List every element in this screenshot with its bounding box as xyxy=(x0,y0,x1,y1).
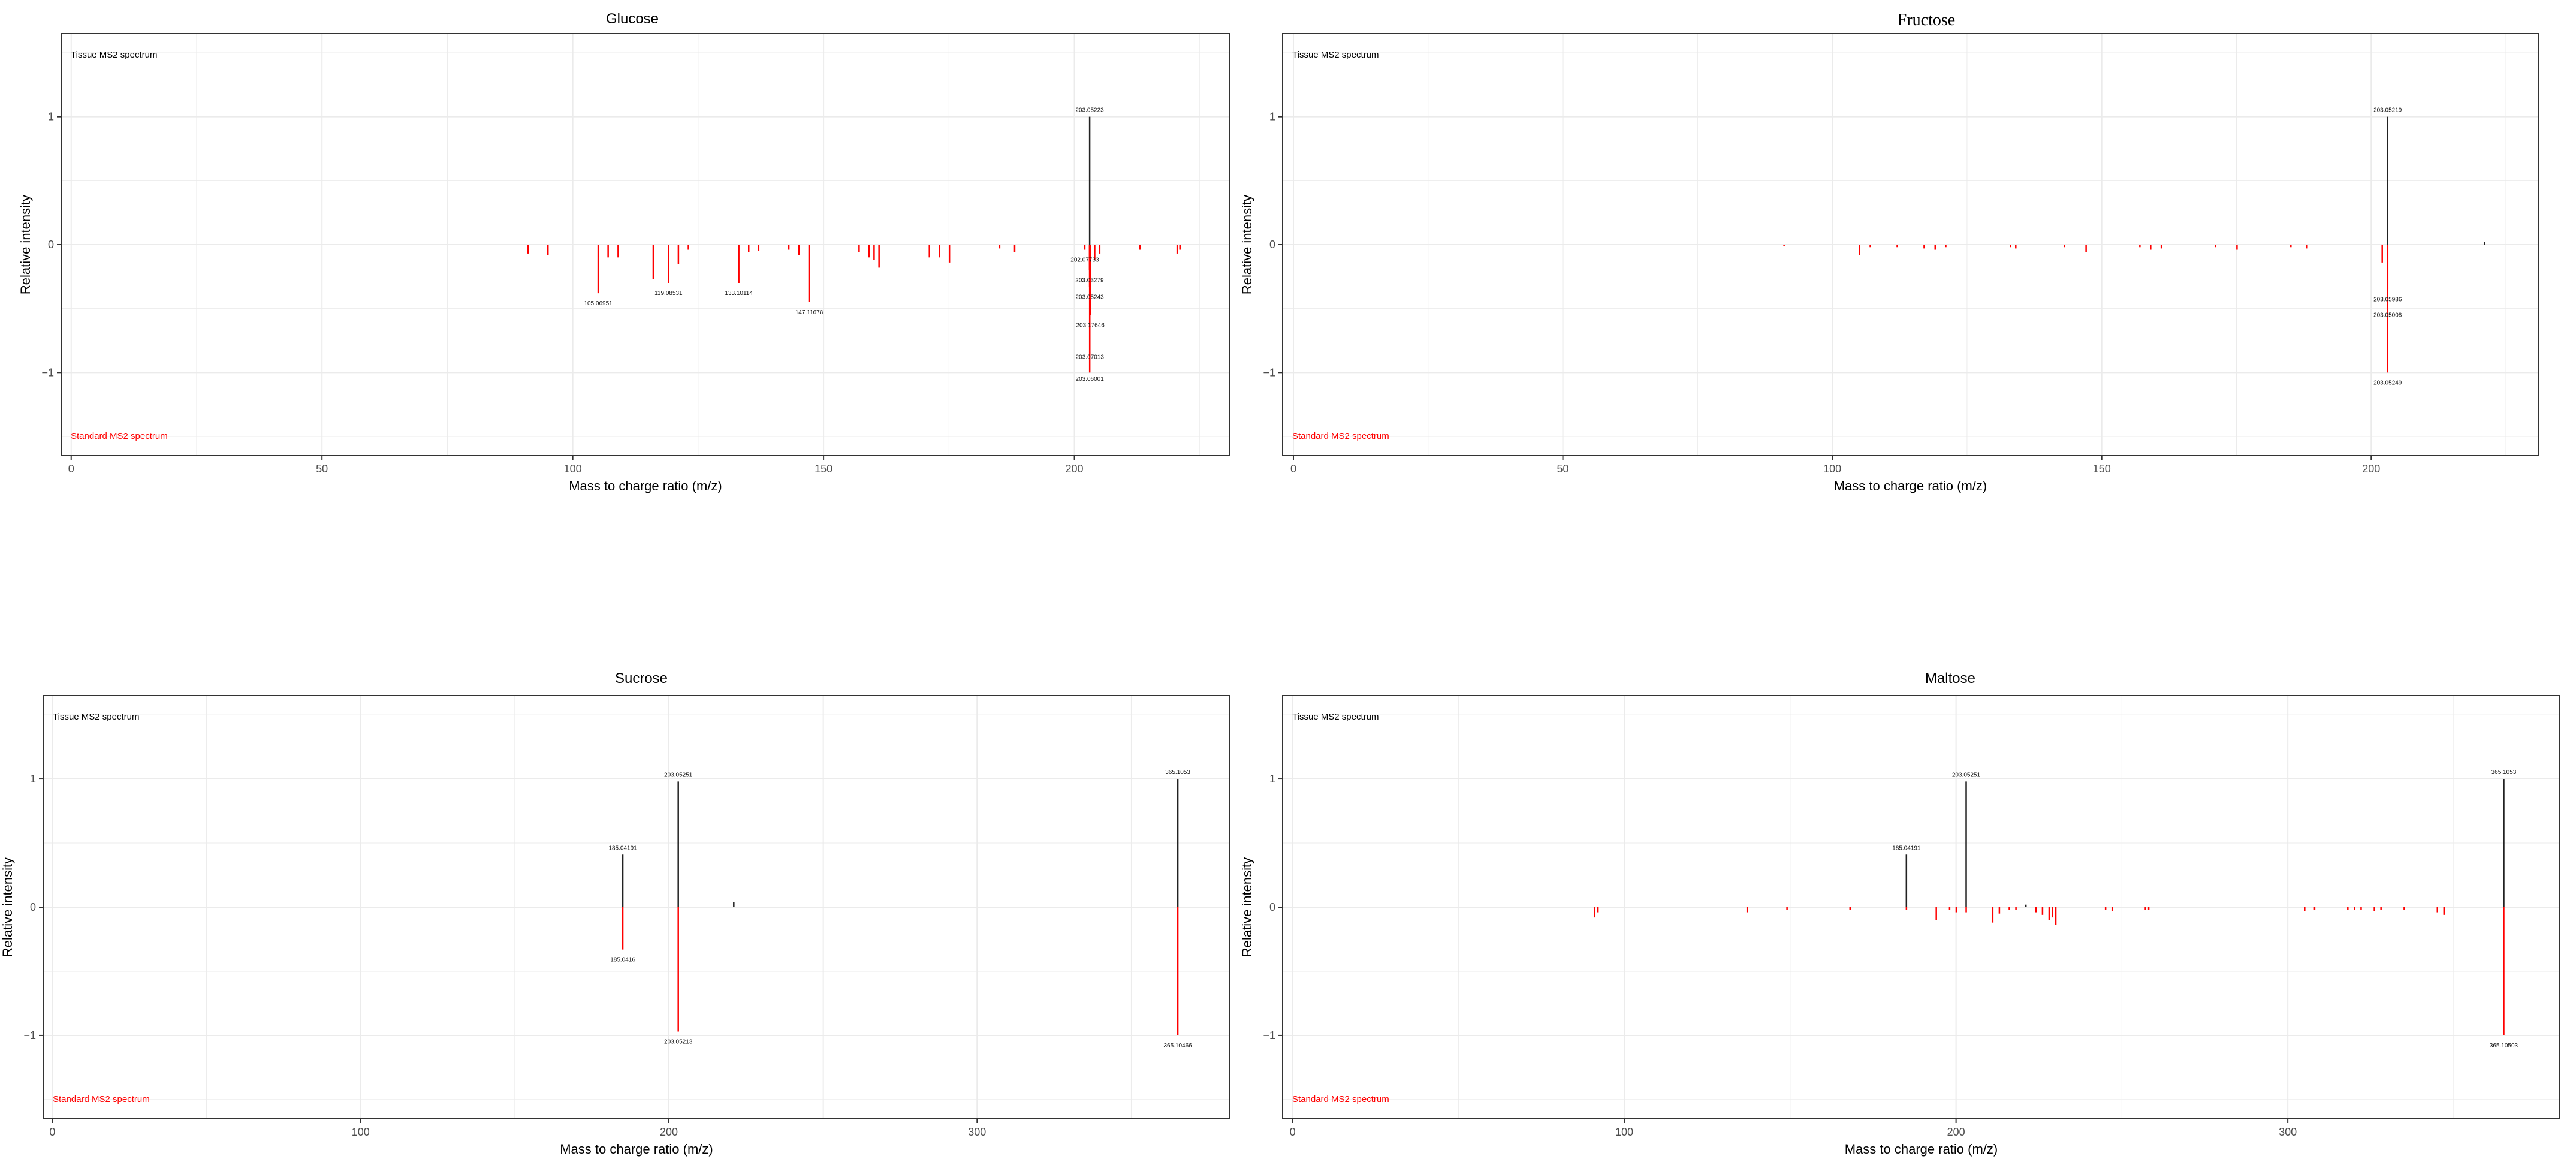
x-tick-label: 150 xyxy=(2093,463,2111,475)
chart-title: Glucose xyxy=(605,11,659,27)
plot-group: 203.05223 105.06951 119.08531 133.10114 147.… xyxy=(18,33,1230,493)
fructose-panel: Fructose 203.05219 203.05986 203.05008 203.… xyxy=(1239,0,2576,493)
y-tick-label: 0 xyxy=(1269,239,1275,251)
peak-label: 119.08531 xyxy=(654,290,683,297)
peak-label: 202.07733 xyxy=(1070,257,1099,264)
x-tick-label: 200 xyxy=(660,1126,678,1138)
peak-label: 203.05251 xyxy=(1952,772,1981,778)
tissue-label: Tissue MS2 spectrum xyxy=(1292,712,1379,722)
x-tick-label: 150 xyxy=(815,463,832,475)
y-tick-label: 1 xyxy=(1269,111,1275,123)
peak-label: 203.05219 xyxy=(2373,107,2402,114)
y-axis-title: Relative intensity xyxy=(0,857,15,957)
x-tick-label: 100 xyxy=(1615,1126,1633,1138)
peak-label: 203.05243 xyxy=(1075,294,1104,300)
y-tick-label: −1 xyxy=(1263,366,1275,378)
x-tick-label: 200 xyxy=(2362,463,2380,475)
chart-title: Sucrose xyxy=(614,670,668,687)
x-tick-label: 100 xyxy=(564,463,582,475)
y-tick-label: 0 xyxy=(1269,901,1275,913)
grid xyxy=(1283,696,2560,1119)
y-axis-title: Relative intensity xyxy=(1239,195,1254,294)
peak-label: 203.05251 xyxy=(664,772,693,778)
x-tick-label: 200 xyxy=(1066,463,1084,475)
plot-group: 185.04191 203.05251 365.1053 365.10503 Tissu… xyxy=(1239,695,2560,1157)
y-axis-title: Relative intensity xyxy=(18,195,33,294)
peak-label: 185.04191 xyxy=(608,845,637,851)
x-tick-label: 0 xyxy=(1290,1126,1296,1138)
x-tick-label: 200 xyxy=(1947,1126,1965,1138)
y-tick-label: −1 xyxy=(1263,1029,1275,1041)
x-tick-label: 50 xyxy=(1557,463,1569,475)
peak-label: 365.10503 xyxy=(2490,1043,2518,1049)
standard-label: Standard MS2 spectrum xyxy=(1292,1094,1389,1104)
x-axis-title: Mass to charge ratio (m/z) xyxy=(560,1142,713,1157)
y-axis-title: Relative intensity xyxy=(1239,857,1254,957)
standard-label: Standard MS2 spectrum xyxy=(71,431,168,441)
x-tick-label: 0 xyxy=(1290,463,1296,475)
peak-label: 203.05249 xyxy=(2373,380,2402,386)
peak-label: 365.1053 xyxy=(1165,769,1190,776)
peak-label: 105.06951 xyxy=(584,300,613,307)
x-axis-title: Mass to charge ratio (m/z) xyxy=(1834,478,1987,493)
plot-group: 185.04191 203.05251 365.1053 185.0416 203.05… xyxy=(0,695,1230,1157)
glucose-panel: Glucose 203.05223 105.06951 119.08531 133.1… xyxy=(0,0,1288,493)
peak-label: 147.11678 xyxy=(795,309,824,316)
grid xyxy=(43,696,1230,1119)
x-tick-label: 50 xyxy=(316,463,328,475)
y-tick-label: 1 xyxy=(1269,773,1275,785)
y-tick-label: 1 xyxy=(48,111,54,123)
grid xyxy=(61,34,1230,456)
x-tick-label: 300 xyxy=(2279,1126,2297,1138)
y-tick-label: 0 xyxy=(30,901,36,913)
y-tick-label: 1 xyxy=(30,773,36,785)
chart-svg: 185.04191 203.05251 365.1053 365.10503 Tissu… xyxy=(1239,695,2560,1157)
standard-label: Standard MS2 spectrum xyxy=(1292,431,1389,441)
x-axis-title: Mass to charge ratio (m/z) xyxy=(569,478,722,493)
peak-label: 365.1053 xyxy=(2491,769,2517,776)
peak-label: 203.17646 xyxy=(1076,322,1105,329)
peak-label: 203.06001 xyxy=(1076,376,1105,383)
chart-svg: 185.04191 203.05251 365.1053 185.0416 203.05… xyxy=(0,695,1230,1157)
peak-label: 133.10114 xyxy=(725,290,753,297)
plot-group: 203.05219 203.05986 203.05008 203.05249 Tiss… xyxy=(1239,33,2539,493)
peak-label: 203.05986 xyxy=(2373,297,2402,303)
grid xyxy=(1283,34,2538,456)
y-tick-label: 0 xyxy=(48,239,54,251)
chart-title: Maltose xyxy=(1925,670,1976,687)
maltose-panel: Maltose 185.04191 203.05251 365.1053 365.10… xyxy=(1239,660,2576,1159)
y-tick-label: −1 xyxy=(41,366,54,378)
sucrose-panel: Sucrose 185.04191 203.05251 365.1053 185.04… xyxy=(0,660,1288,1159)
x-tick-label: 100 xyxy=(352,1126,370,1138)
chart-svg: 203.05223 105.06951 119.08531 133.10114 147.… xyxy=(18,33,1230,493)
tissue-label: Tissue MS2 spectrum xyxy=(1292,50,1379,60)
tissue-label: Tissue MS2 spectrum xyxy=(71,50,158,60)
peak-label: 203.03279 xyxy=(1075,278,1104,284)
x-axis-title: Mass to charge ratio (m/z) xyxy=(1845,1142,1998,1157)
tissue-label: Tissue MS2 spectrum xyxy=(53,712,140,722)
chart-title: Fructose xyxy=(1897,11,1956,29)
peak-label: 365.10466 xyxy=(1163,1043,1192,1049)
peak-label: 203.07013 xyxy=(1076,354,1105,361)
peak-label: 203.05223 xyxy=(1075,107,1104,114)
peak-label: 203.05213 xyxy=(664,1039,693,1046)
chart-svg: 203.05219 203.05986 203.05008 203.05249 Tiss… xyxy=(1239,33,2539,493)
y-tick-label: −1 xyxy=(23,1029,36,1041)
peak-label: 185.0416 xyxy=(610,957,635,964)
x-tick-label: 0 xyxy=(68,463,74,475)
peak-label: 185.04191 xyxy=(1892,845,1921,851)
x-tick-label: 100 xyxy=(1823,463,1841,475)
peak-label: 203.05008 xyxy=(2373,312,2402,318)
x-tick-label: 300 xyxy=(968,1126,986,1138)
standard-label: Standard MS2 spectrum xyxy=(53,1094,150,1104)
x-tick-label: 0 xyxy=(49,1126,55,1138)
